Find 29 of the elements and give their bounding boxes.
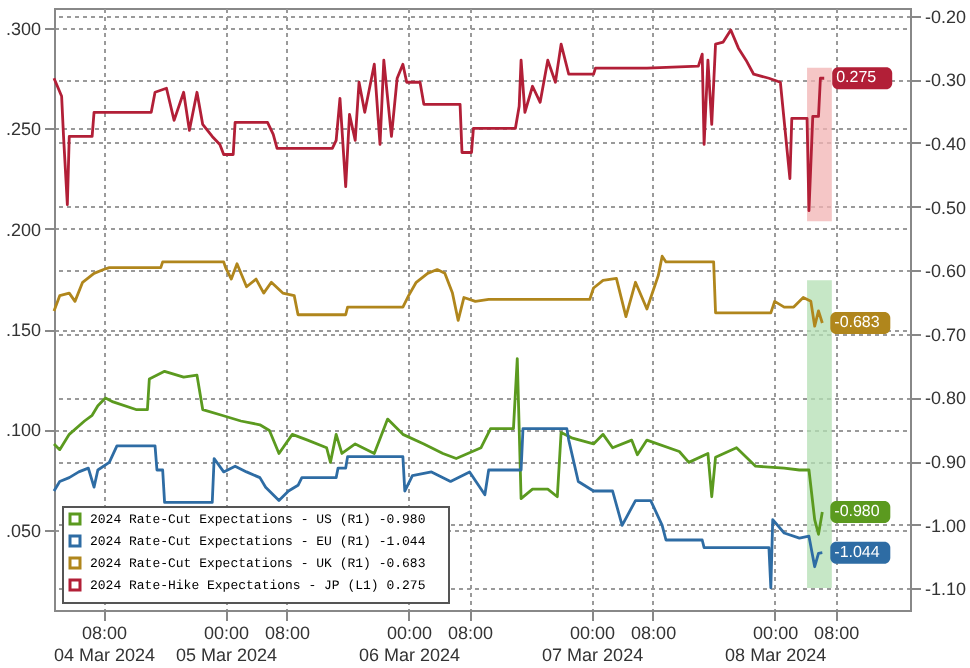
y2-tick-label: -0.20: [925, 6, 967, 27]
y-tick-label: .200: [5, 219, 41, 240]
y2-tick-label: -0.50: [925, 197, 967, 218]
y2-tick-label: -0.90: [925, 452, 967, 473]
y2-tick-label: -0.40: [925, 133, 967, 154]
y2-tick-label: -0.80: [925, 388, 967, 409]
y2-tick-label: -0.60: [925, 261, 967, 282]
y2-tick-label: -0.30: [925, 70, 967, 91]
annotation: -1.044: [834, 542, 881, 561]
line-series: [52, 28, 826, 213]
x-tick-label: 08:00: [814, 623, 860, 643]
annotation: -0.683: [834, 313, 881, 331]
y2-tick-label: -1.10: [925, 579, 967, 600]
y2-tick-label: -0.70: [925, 324, 967, 345]
y2-tick-label: -1.00: [925, 515, 967, 536]
x-tick-label: 08:00: [631, 623, 677, 643]
line-series: [52, 254, 824, 328]
x-tick-label: 08:00 04 Mar 2024: [54, 623, 156, 665]
x-tick-label: 08:00: [265, 623, 311, 643]
annotation: -0.980: [834, 502, 881, 520]
x-tick-label: 08:00: [448, 623, 494, 643]
y-tick-label: .150: [5, 320, 41, 341]
y-tick-label: .250: [5, 119, 41, 140]
y-tick-label: .100: [5, 420, 41, 441]
y-tick-label: .300: [5, 19, 41, 40]
y-tick-label: .050: [5, 520, 41, 541]
line-series: [52, 357, 824, 536]
annotation: 0.275: [836, 68, 878, 87]
line-series: [52, 427, 824, 590]
